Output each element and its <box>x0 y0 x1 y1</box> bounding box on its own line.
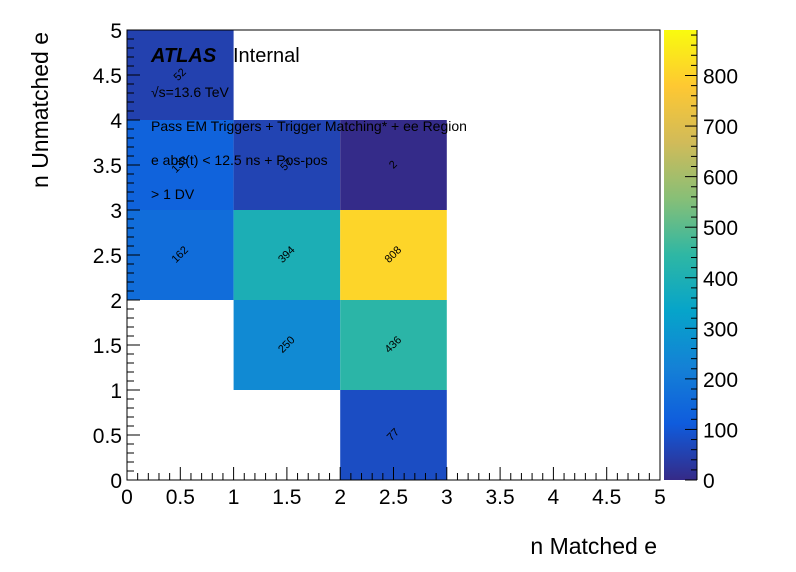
atlas-label: ATLAS <box>150 45 217 67</box>
colorbar-tick-label: 200 <box>703 369 738 392</box>
selection-label: Pass EM Triggers + Trigger Matching* + e… <box>151 118 467 134</box>
colorbar-tick-label: 0 <box>703 470 715 493</box>
heatmap-cell <box>340 390 447 480</box>
y-tick-label: 2 <box>110 290 122 313</box>
heatmap-cell <box>233 300 341 390</box>
cut-label: e abs(t) < 12.5 ns + Pos-pos <box>151 152 328 168</box>
colorbar-tick-label: 500 <box>703 217 738 240</box>
y-tick-label: 4.5 <box>93 65 122 88</box>
x-tick-label: 2.5 <box>379 486 408 509</box>
internal-label: Internal <box>233 45 300 67</box>
y-tick-label: 1.5 <box>93 335 122 358</box>
heatmap-cell <box>233 120 341 210</box>
x-tick-label: 2 <box>334 486 346 509</box>
y-tick-label: 5 <box>110 20 122 43</box>
colorbar-tick-label: 100 <box>703 419 738 442</box>
heatmap-cell <box>233 210 341 300</box>
energy-label: √s=13.6 TeV <box>151 84 230 100</box>
heatmap-cell <box>127 30 234 120</box>
x-tick-label: 0 <box>121 486 133 509</box>
x-tick-label: 4 <box>548 486 560 509</box>
y-axis-title: n Unmatched e <box>27 32 53 188</box>
x-tick-label: 5 <box>654 486 666 509</box>
x-tick-label: 0.5 <box>166 486 195 509</box>
x-tick-label: 3.5 <box>485 486 514 509</box>
dv-label: > 1 DV <box>151 186 195 202</box>
axis-ticks: 0 0.5 1 1.5 2 2.5 3 3.5 4 4.5 5 0 0.5 1 1.5 2 2.5 3 3.5 4 4.… <box>93 20 666 509</box>
x-tick-label: 1 <box>228 486 240 509</box>
heatmap-cells <box>127 30 447 480</box>
y-tick-label: 1 <box>110 380 122 403</box>
colorbar-tick-label: 700 <box>703 116 738 139</box>
colorbar-tick-label: 600 <box>703 167 738 190</box>
y-tick-label: 3 <box>110 200 122 223</box>
x-tick-label: 3 <box>441 486 453 509</box>
y-tick-label: 2.5 <box>93 245 122 268</box>
x-tick-label: 1.5 <box>272 486 301 509</box>
heatmap-cell <box>340 120 447 210</box>
heatmap-cell <box>340 300 447 390</box>
colorbar-tick-label: 400 <box>703 268 738 291</box>
y-tick-label: 0 <box>110 470 122 493</box>
heatmap-cell <box>340 210 447 300</box>
colorbar-tick-label: 300 <box>703 318 738 341</box>
x-axis-title: n Matched e <box>530 533 657 559</box>
heatmap-cell <box>127 210 234 300</box>
colorbar: 0 100 200 300 400 500 600 700 800 <box>664 30 738 493</box>
heatmap-cell <box>127 120 234 210</box>
y-tick-label: 0.5 <box>93 425 122 448</box>
colorbar-gradient <box>664 30 697 480</box>
y-tick-label: 3.5 <box>93 155 122 178</box>
x-tick-label: 4.5 <box>592 486 621 509</box>
colorbar-tick-label: 800 <box>703 66 738 89</box>
y-tick-label: 4 <box>110 110 122 133</box>
